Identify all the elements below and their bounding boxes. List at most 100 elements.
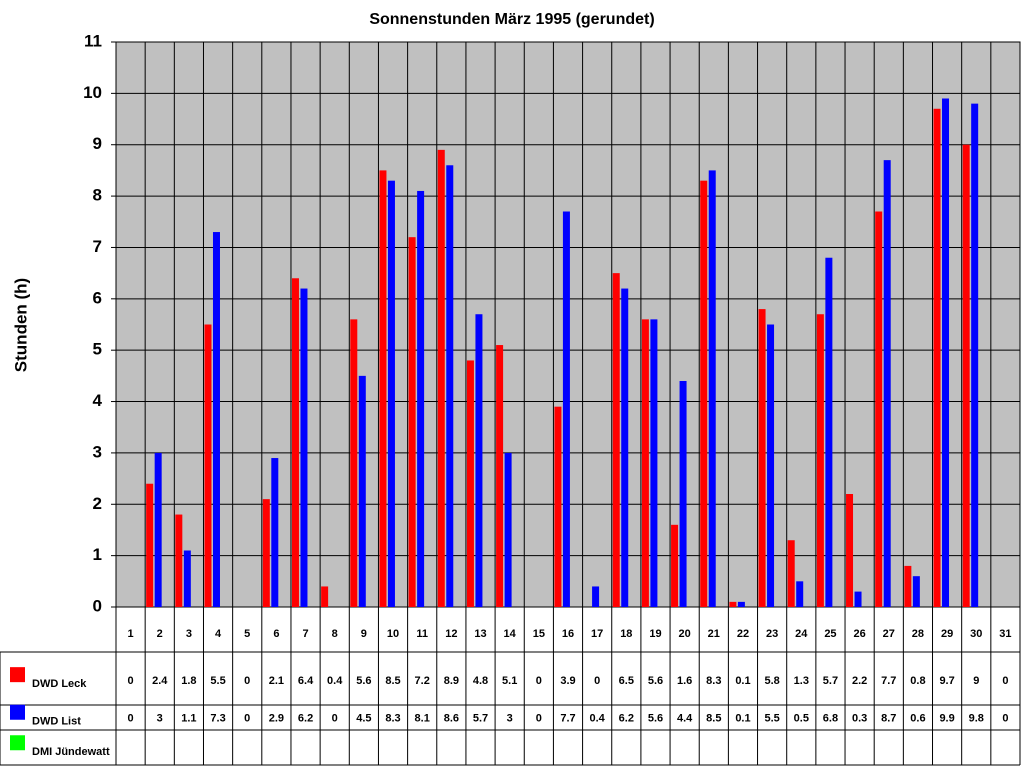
table-value: 6.4	[298, 675, 314, 687]
bar	[621, 288, 629, 607]
table-value: 0.1	[735, 713, 750, 725]
table-value: 1.3	[794, 675, 809, 687]
table-value: 0.3	[852, 713, 867, 725]
bar	[875, 211, 883, 607]
table-value: 0	[594, 675, 600, 687]
bar	[971, 103, 979, 608]
table-value: 8.5	[706, 713, 721, 725]
table-value: 7.3	[210, 713, 225, 725]
y-tick-label: 7	[93, 237, 102, 256]
x-tick-label: 9	[361, 628, 367, 640]
x-tick-label: 19	[649, 628, 661, 640]
x-tick-label: 14	[504, 628, 517, 640]
table-value: 5.1	[502, 675, 517, 687]
bar	[350, 319, 358, 607]
table-value: 9.8	[969, 713, 984, 725]
bar	[854, 591, 862, 607]
bar	[321, 586, 329, 607]
y-tick-label: 11	[84, 31, 102, 50]
table-value: 9	[973, 675, 979, 687]
x-tick-label: 3	[186, 628, 192, 640]
table-value: 0.5	[794, 713, 809, 725]
x-tick-label: 28	[912, 628, 924, 640]
x-tick-label: 30	[970, 628, 982, 640]
table-value: 0.4	[327, 675, 343, 687]
x-tick-label: 2	[157, 628, 163, 640]
bar	[175, 514, 183, 607]
table-value: 2.1	[269, 675, 284, 687]
x-tick-label: 18	[620, 628, 632, 640]
bar	[291, 278, 299, 607]
bar	[446, 165, 454, 608]
table-value: 6.8	[823, 713, 838, 725]
x-tick-label: 4	[215, 628, 222, 640]
bar	[379, 170, 387, 607]
x-tick-label: 1	[128, 628, 134, 640]
y-tick-label: 8	[93, 186, 102, 205]
bar	[787, 540, 795, 607]
x-tick-label: 29	[941, 628, 953, 640]
bar	[796, 581, 804, 607]
x-tick-label: 13	[474, 628, 486, 640]
table-value: 8.5	[385, 675, 400, 687]
table-value: 0	[536, 713, 542, 725]
table-value: 7.7	[881, 675, 896, 687]
table-value: 3.9	[560, 675, 575, 687]
legend-swatch	[10, 667, 25, 683]
table-value: 8.1	[415, 713, 430, 725]
y-tick-label: 5	[93, 340, 102, 359]
x-tick-label: 27	[883, 628, 895, 640]
table-value: 2.2	[852, 675, 867, 687]
bar	[962, 144, 970, 607]
y-tick-label: 2	[93, 494, 102, 513]
y-tick-label: 3	[93, 442, 102, 461]
y-tick-label: 6	[93, 288, 102, 307]
bar	[466, 360, 474, 607]
bar	[183, 550, 191, 607]
legend-swatch	[10, 735, 25, 751]
table-value: 7.2	[415, 675, 430, 687]
table-value: 0	[536, 675, 542, 687]
table-value: 5.6	[648, 713, 663, 725]
table-value: 0.8	[910, 675, 925, 687]
bar	[554, 406, 562, 607]
bar	[204, 324, 212, 607]
table-value: 0	[332, 713, 338, 725]
bar	[641, 319, 649, 607]
bar	[154, 452, 162, 607]
table-value: 3	[507, 713, 513, 725]
bar	[912, 576, 920, 607]
table-value: 8.6	[444, 713, 459, 725]
bar	[729, 601, 737, 607]
table-value: 0.6	[910, 713, 925, 725]
table-value: 8.9	[444, 675, 459, 687]
bar	[816, 314, 824, 607]
y-tick-label: 10	[83, 83, 102, 102]
x-tick-label: 11	[416, 628, 428, 640]
x-tick-label: 21	[708, 628, 720, 640]
table-value: 8.3	[385, 713, 400, 725]
x-tick-label: 24	[795, 628, 808, 640]
table-value: 6.2	[298, 713, 313, 725]
table-value: 0	[128, 675, 134, 687]
bar	[387, 180, 395, 607]
x-tick-label: 10	[387, 628, 399, 640]
x-tick-label: 16	[562, 628, 574, 640]
table-value: 2.4	[152, 675, 168, 687]
table-value: 6.2	[619, 713, 634, 725]
bar	[904, 565, 912, 607]
table-value: 7.7	[560, 713, 575, 725]
bar	[146, 483, 154, 607]
table-value: 4.8	[473, 675, 488, 687]
bar	[708, 170, 716, 607]
table-value: 6.5	[619, 675, 634, 687]
table-value: 5.8	[764, 675, 779, 687]
x-tick-label: 22	[737, 628, 749, 640]
bar	[262, 499, 270, 607]
y-tick-label: 0	[93, 596, 102, 615]
bar	[933, 108, 941, 607]
bar	[700, 180, 708, 607]
table-value: 1.1	[181, 713, 196, 725]
bar	[592, 586, 600, 607]
bar	[504, 452, 512, 607]
